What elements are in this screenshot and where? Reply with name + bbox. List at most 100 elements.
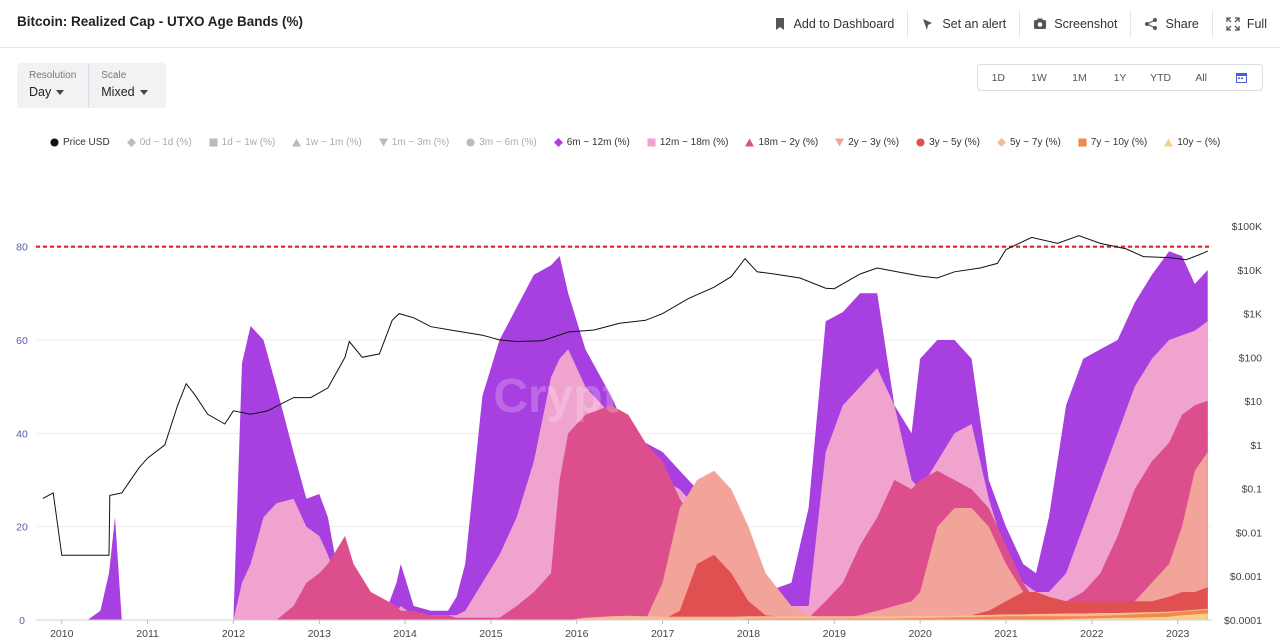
legend-marker-icon: [553, 138, 563, 147]
chart-legend: Price USD 0d ~ 1d (%) 1d ~ 1w (%) 1w ~ 1m (…: [50, 136, 1250, 149]
legend-marker-icon: [1164, 138, 1174, 147]
legend-label: 10y ~ (%): [1177, 137, 1221, 148]
area-series: [40, 613, 1208, 620]
legend-label: 3m ~ 6m (%): [479, 137, 537, 148]
y-right-tick-label: $10K: [1237, 265, 1262, 277]
add-to-dashboard-label: Add to Dashboard: [793, 17, 895, 31]
x-tick-label: 2022: [1080, 628, 1104, 640]
range-1w[interactable]: 1W: [1030, 71, 1047, 84]
share-icon: [1145, 18, 1158, 30]
legend-label: 2y ~ 3y (%): [848, 137, 900, 148]
y-right-tick-label: $100K: [1232, 221, 1262, 233]
fullscreen-icon: [1226, 17, 1240, 31]
legend-marker-icon: [466, 138, 475, 147]
legend-item[interactable]: 3y ~ 5y (%): [916, 136, 980, 149]
range-ytd[interactable]: YTD: [1150, 71, 1172, 84]
legend-item[interactable]: 5y ~ 7y (%): [996, 136, 1061, 149]
x-tick-label: 2015: [479, 628, 503, 640]
price-line: [42, 235, 1208, 556]
legend-label: 5y ~ 7y (%): [1009, 137, 1061, 148]
x-tick-label: 2014: [393, 628, 417, 640]
legend-item[interactable]: 7y ~ 10y (%): [1078, 136, 1147, 149]
share-label: Share: [1165, 17, 1199, 31]
calendar-icon: [1236, 73, 1248, 83]
chart-controls: Resolution Day Scale Mixed: [17, 63, 166, 108]
area-series: [40, 608, 1208, 620]
legend-marker-icon: [996, 138, 1006, 147]
fullscreen-button[interactable]: Full: [1211, 10, 1280, 38]
area-series: [40, 452, 1208, 620]
legend-item[interactable]: 12m ~ 18m (%): [647, 136, 729, 149]
legend-marker-icon: [835, 138, 845, 147]
y-right-tick-label: $1: [1250, 440, 1262, 452]
legend-marker-icon: [378, 138, 388, 147]
screenshot-button[interactable]: Screenshot: [1019, 10, 1130, 38]
legend-marker-icon: [292, 138, 302, 147]
chevron-down-icon: [56, 89, 65, 95]
set-alert-button[interactable]: Set an alert: [907, 10, 1019, 38]
x-tick-label: 2017: [651, 628, 675, 640]
legend-item[interactable]: 6m ~ 12m (%): [553, 136, 630, 149]
legend-item[interactable]: 1m ~ 3m (%): [378, 136, 449, 149]
legend-item[interactable]: 0d ~ 1d (%): [126, 136, 192, 149]
x-tick-label: 2021: [994, 628, 1018, 640]
y-right-tick-label: $0.1: [1242, 484, 1263, 496]
legend-label: 12m ~ 18m (%): [659, 137, 729, 148]
resolution-select[interactable]: Resolution Day: [17, 63, 88, 108]
legend-label: 3y ~ 5y (%): [929, 137, 980, 148]
calendar-button[interactable]: [1221, 72, 1262, 83]
legend-item[interactable]: 18m ~ 2y (%): [745, 136, 818, 149]
y-left-tick-label: 0: [19, 615, 25, 627]
legend-label: 7y ~ 10y (%): [1090, 137, 1148, 148]
y-left-tick-label: 40: [16, 428, 28, 440]
legend-label: 1w ~ 1m (%): [305, 137, 362, 148]
x-tick-label: 2019: [823, 628, 847, 640]
legend-marker-icon: [50, 138, 59, 147]
range-1m[interactable]: 1M: [1072, 71, 1087, 84]
y-left-tick-label: 80: [16, 242, 28, 254]
legend-label: Price USD: [63, 137, 110, 148]
legend-item[interactable]: 3m ~ 6m (%): [466, 136, 537, 149]
y-right-tick-label: $0.001: [1230, 571, 1262, 583]
range-all[interactable]: All: [1195, 71, 1208, 84]
legend-item[interactable]: 10y ~ (%): [1164, 136, 1220, 149]
x-tick-label: 2010: [50, 628, 74, 640]
legend-item[interactable]: 1d ~ 1w (%): [209, 136, 276, 149]
scale-select[interactable]: Scale Mixed: [88, 63, 159, 108]
y-right-tick-label: $1K: [1243, 309, 1262, 321]
legend-item[interactable]: Price USD: [50, 136, 110, 149]
legend-marker-icon: [126, 138, 136, 147]
screenshot-label: Screenshot: [1054, 17, 1118, 31]
camera-icon: [1034, 18, 1047, 29]
bell-icon: [923, 19, 933, 30]
y-left-tick-label: 20: [16, 522, 28, 534]
area-series: [40, 400, 1208, 620]
legend-item[interactable]: 2y ~ 3y (%): [835, 136, 899, 149]
watermark: CryptoQuant: [493, 370, 786, 423]
range-1d[interactable]: 1D: [991, 71, 1005, 84]
top-bar: Bitcoin: Realized Cap - UTXO Age Bands (…: [0, 0, 1280, 48]
legend-label: 18m ~ 2y (%): [758, 137, 819, 148]
x-tick-label: 2013: [308, 628, 332, 640]
chevron-down-icon: [139, 89, 148, 95]
legend-marker-icon: [745, 138, 755, 147]
range-selector: 1D 1W 1M 1Y YTD All: [977, 64, 1263, 91]
resolution-label: Resolution: [29, 70, 77, 81]
add-to-dashboard-button[interactable]: Add to Dashboard: [760, 10, 908, 38]
legend-marker-icon: [916, 138, 925, 147]
x-tick-label: 2016: [565, 628, 589, 640]
y-right-tick-label: $0.01: [1236, 527, 1262, 539]
share-button[interactable]: Share: [1130, 10, 1211, 38]
legend-marker-icon: [209, 138, 218, 147]
x-tick-label: 2011: [136, 628, 159, 640]
x-tick-label: 2020: [908, 628, 932, 640]
legend-marker-icon: [647, 138, 656, 147]
resolution-value: Day: [29, 85, 52, 99]
header-actions: Add to Dashboard Set an alert Screenshot…: [760, 0, 1280, 48]
legend-label: 1d ~ 1w (%): [221, 137, 276, 148]
x-tick-label: 2018: [737, 628, 761, 640]
range-1y[interactable]: 1Y: [1113, 71, 1127, 84]
legend-label: 6m ~ 12m (%): [566, 137, 630, 148]
legend-item[interactable]: 1w ~ 1m (%): [292, 136, 362, 149]
y-right-tick-label: $10: [1244, 396, 1262, 408]
